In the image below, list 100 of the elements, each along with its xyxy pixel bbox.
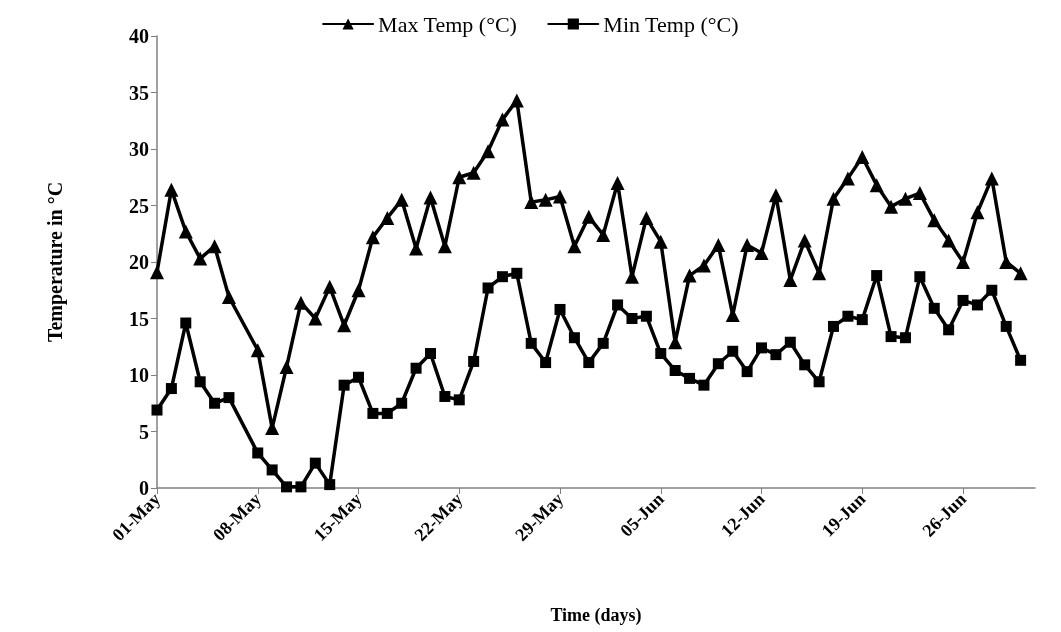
point (567, 239, 582, 254)
point (324, 479, 336, 491)
point (639, 210, 654, 225)
y-tick-label: 10 (129, 364, 149, 386)
y-tick-label: 20 (129, 251, 149, 273)
point (842, 310, 854, 322)
point (295, 481, 307, 493)
point (424, 348, 436, 360)
y-tick-label: 35 (129, 81, 149, 104)
point (338, 379, 350, 391)
point (696, 258, 711, 273)
point (957, 294, 969, 306)
point (221, 290, 236, 305)
point (554, 303, 566, 315)
point (194, 376, 206, 388)
point (581, 209, 596, 224)
legend-label: Min Temp (°C) (603, 11, 739, 37)
point (466, 165, 481, 180)
point (928, 302, 940, 314)
point (1000, 320, 1012, 332)
point (914, 271, 926, 283)
point (826, 191, 841, 206)
point (511, 267, 523, 279)
point (380, 210, 395, 225)
point (986, 284, 998, 296)
point (337, 318, 352, 333)
point (653, 234, 668, 249)
point (209, 397, 221, 409)
point (612, 299, 624, 311)
point (799, 359, 811, 371)
point (999, 255, 1014, 269)
point (626, 313, 638, 324)
point (813, 376, 825, 388)
point (640, 310, 652, 322)
y-tick-label: 25 (129, 194, 149, 217)
point (525, 337, 537, 349)
y-tick-label: 5 (139, 420, 149, 443)
point (553, 189, 568, 204)
point (655, 348, 667, 360)
point (150, 265, 164, 280)
point (941, 233, 956, 248)
point (524, 195, 539, 210)
point (394, 192, 409, 207)
point (871, 270, 883, 282)
point (468, 355, 480, 367)
point (784, 336, 796, 348)
point (281, 481, 293, 493)
point (583, 357, 595, 369)
point (568, 332, 580, 344)
point (898, 191, 913, 206)
point (164, 182, 179, 197)
point (496, 271, 508, 283)
point (597, 337, 609, 349)
point (423, 190, 438, 205)
point (754, 245, 769, 260)
point (770, 349, 782, 361)
point (984, 171, 999, 186)
point (481, 144, 496, 159)
point (223, 392, 235, 404)
point (151, 404, 163, 416)
point (207, 239, 222, 254)
point (956, 255, 971, 269)
point (827, 320, 839, 332)
point (482, 282, 494, 294)
point (367, 407, 379, 419)
point (322, 279, 337, 294)
point (669, 364, 681, 376)
point (840, 171, 855, 186)
point (495, 112, 510, 127)
point (797, 233, 812, 248)
point (869, 178, 884, 193)
point (396, 397, 408, 409)
point (180, 317, 192, 329)
point (610, 175, 625, 190)
point (885, 331, 897, 343)
y-tick-label: 40 (129, 25, 149, 47)
point (453, 394, 465, 406)
point (1013, 266, 1028, 281)
x-axis-title: Time (days) (550, 605, 642, 626)
point (943, 324, 955, 336)
point (682, 268, 697, 283)
y-tick-label: 0 (139, 477, 149, 499)
point (266, 464, 278, 476)
point (756, 342, 768, 354)
point (884, 199, 899, 214)
point (684, 372, 696, 384)
point (727, 345, 739, 357)
point (698, 379, 710, 391)
point (538, 192, 553, 207)
point (165, 383, 177, 395)
point (768, 188, 783, 203)
point (540, 357, 552, 369)
point (509, 93, 524, 108)
point (309, 457, 321, 469)
point (439, 390, 451, 402)
point (712, 358, 724, 370)
point (293, 295, 308, 310)
point (178, 224, 193, 239)
legend-label: Max Temp (°C) (378, 11, 517, 37)
point (452, 170, 467, 185)
